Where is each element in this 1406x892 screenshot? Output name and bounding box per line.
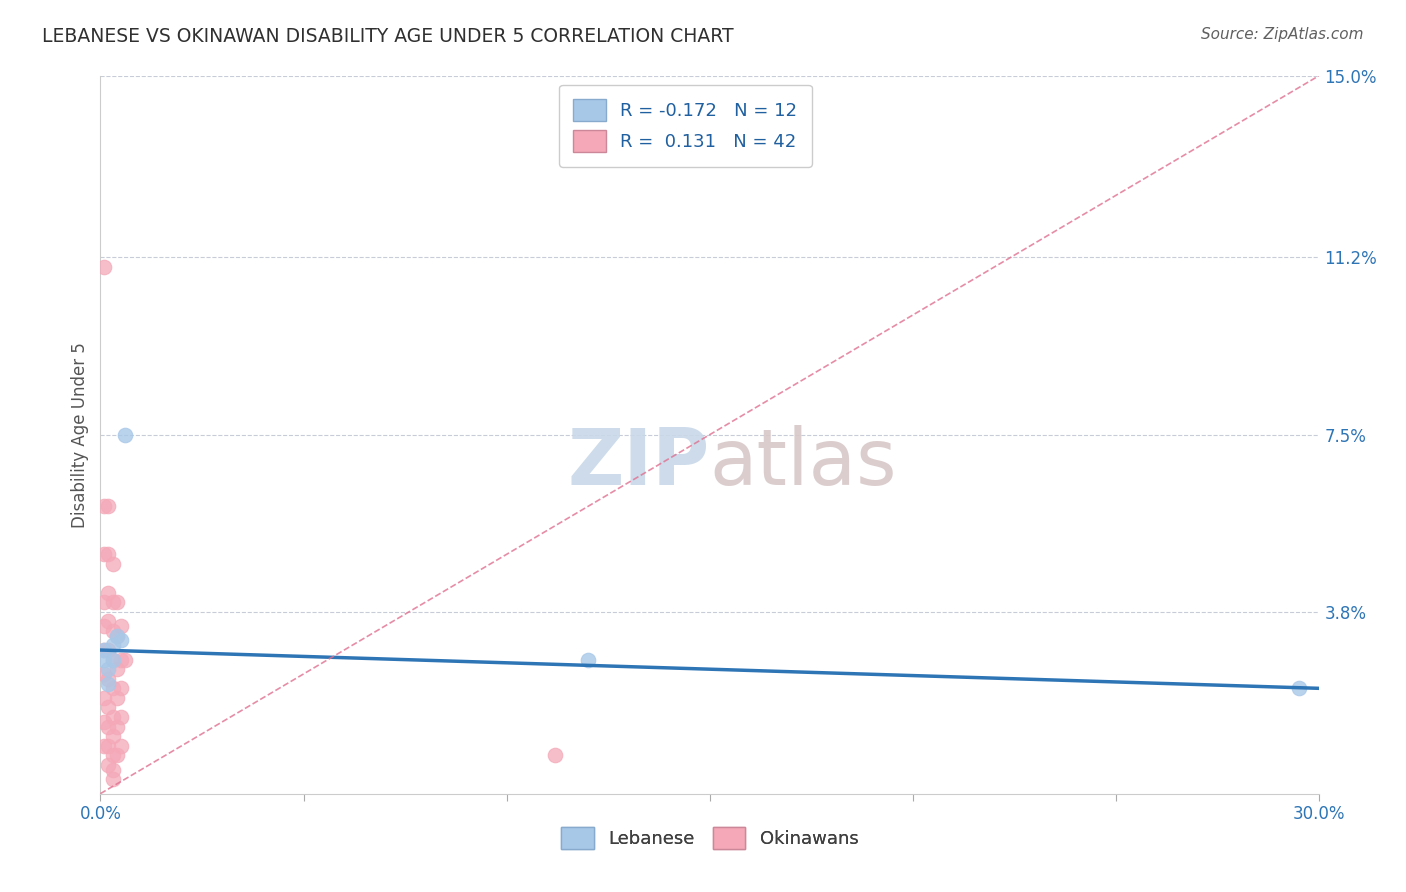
Text: Source: ZipAtlas.com: Source: ZipAtlas.com <box>1201 27 1364 42</box>
Text: atlas: atlas <box>710 425 897 501</box>
Point <box>101 652 124 666</box>
Y-axis label: Disability Age Under 5: Disability Age Under 5 <box>72 342 89 527</box>
Point <box>110 710 132 724</box>
Point <box>93 714 115 729</box>
Point <box>110 619 132 633</box>
Point <box>97 672 120 686</box>
Point <box>93 260 115 274</box>
Point <box>105 662 128 676</box>
Legend: Lebanese, Okinawans: Lebanese, Okinawans <box>554 820 866 856</box>
Point <box>1288 681 1310 696</box>
Point <box>101 729 124 743</box>
Point <box>93 643 115 657</box>
Point <box>97 720 120 734</box>
Point <box>93 547 115 561</box>
Point <box>97 500 120 514</box>
Point <box>110 633 132 648</box>
Point <box>97 739 120 753</box>
Point <box>97 643 120 657</box>
Point <box>105 748 128 763</box>
Point <box>93 595 115 609</box>
Point <box>101 710 124 724</box>
Point <box>97 585 120 599</box>
Point <box>93 739 115 753</box>
Point <box>110 681 132 696</box>
Point <box>114 427 136 442</box>
Point <box>101 624 124 638</box>
Point <box>93 690 115 705</box>
Point <box>97 758 120 772</box>
Point <box>97 615 120 629</box>
Point <box>101 748 124 763</box>
Point <box>110 652 132 666</box>
Text: ZIP: ZIP <box>568 425 710 501</box>
Text: LEBANESE VS OKINAWAN DISABILITY AGE UNDER 5 CORRELATION CHART: LEBANESE VS OKINAWAN DISABILITY AGE UNDE… <box>42 27 734 45</box>
Point <box>544 748 567 763</box>
Point <box>93 619 115 633</box>
Point <box>93 652 115 666</box>
Point <box>105 720 128 734</box>
Point <box>97 676 120 690</box>
Point <box>97 662 120 676</box>
Point <box>93 667 115 681</box>
Point <box>93 500 115 514</box>
Point <box>101 681 124 696</box>
Point <box>105 629 128 643</box>
Point <box>101 595 124 609</box>
Point <box>105 629 128 643</box>
Point <box>101 772 124 787</box>
Point <box>110 739 132 753</box>
Point <box>101 638 124 652</box>
Point <box>93 643 115 657</box>
Point <box>576 652 599 666</box>
Point <box>105 595 128 609</box>
Point <box>105 690 128 705</box>
Point <box>97 547 120 561</box>
Point <box>101 557 124 571</box>
Point <box>101 652 124 666</box>
Point <box>101 763 124 777</box>
Point <box>97 700 120 714</box>
Point <box>114 652 136 666</box>
